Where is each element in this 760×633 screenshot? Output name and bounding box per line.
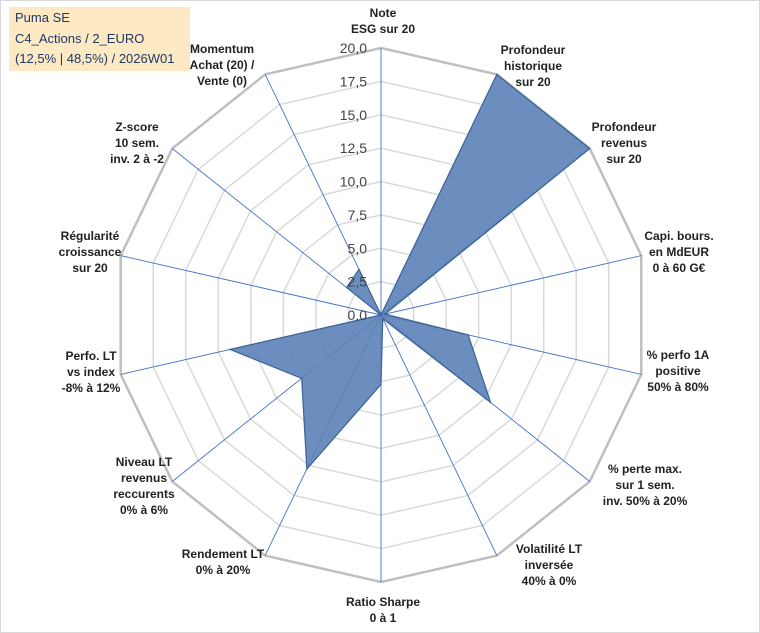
data-point <box>301 377 303 379</box>
axis-label: Capi. bours. en MdEUR 0 à 60 G€ <box>644 229 713 275</box>
data-point <box>229 348 231 350</box>
axis-spoke <box>380 255 642 316</box>
axis-label: Note ESG sur 20 <box>351 6 415 36</box>
data-series-area <box>228 73 591 471</box>
axis-label: Ratio Sharpe 0 à 1 <box>346 595 420 625</box>
axis-label: Rendement LT 0% à 20% <box>182 547 265 577</box>
tick-label: 12,5 <box>340 140 367 156</box>
axis-spoke <box>120 255 382 316</box>
data-point <box>306 468 308 470</box>
tick-label: 15,0 <box>340 107 367 123</box>
data-point <box>382 318 384 320</box>
info-line-company: Puma SE <box>15 10 70 25</box>
axis-label: % perfo 1A positive 50% à 80% <box>647 348 710 394</box>
tick-label: 17,5 <box>340 73 367 89</box>
data-point <box>380 383 382 385</box>
info-box: Puma SE C4_Actions / 2_EURO (12,5% | 48,… <box>9 7 190 71</box>
data-point <box>346 287 348 289</box>
data-point <box>589 148 591 150</box>
data-point <box>467 334 469 336</box>
axis-label: Niveau LT revenus reccurents 0% à 6% <box>113 455 175 517</box>
axis-label: Profondeur historique sur 20 <box>501 43 566 89</box>
tick-label: 2,5 <box>348 274 368 290</box>
data-point <box>358 268 360 270</box>
tick-label: 5,0 <box>348 240 368 256</box>
axis-label: Régularité croissance sur 20 <box>59 229 122 275</box>
tick-label: 0,0 <box>348 307 368 323</box>
axis-spoke <box>380 314 498 556</box>
tick-label: 7,5 <box>348 207 368 223</box>
axis-label: Z-score 10 sem. inv. 2 à -2 <box>110 120 164 166</box>
data-point <box>384 313 386 315</box>
axis-label: Perfo. LT vs index -8% à 12% <box>62 349 121 395</box>
data-point <box>490 401 492 403</box>
tick-label: 20,0 <box>340 40 367 56</box>
axis-label: Volatilité LT inversée 40% à 0% <box>516 542 583 588</box>
axis-label: Momentum Achat (20) / Vente (0) <box>190 42 255 88</box>
data-point <box>496 73 498 75</box>
axis-label: Profondeur revenus sur 20 <box>592 120 657 166</box>
data-point <box>380 314 382 316</box>
axis-label: % perte max. sur 1 sem. inv. 50% à 20% <box>603 462 688 508</box>
info-line-params: (12,5% | 48,5%) / 2026W01 <box>15 51 175 66</box>
tick-label: 10,0 <box>340 174 367 190</box>
info-line-category: C4_Actions / 2_EURO <box>15 31 145 46</box>
